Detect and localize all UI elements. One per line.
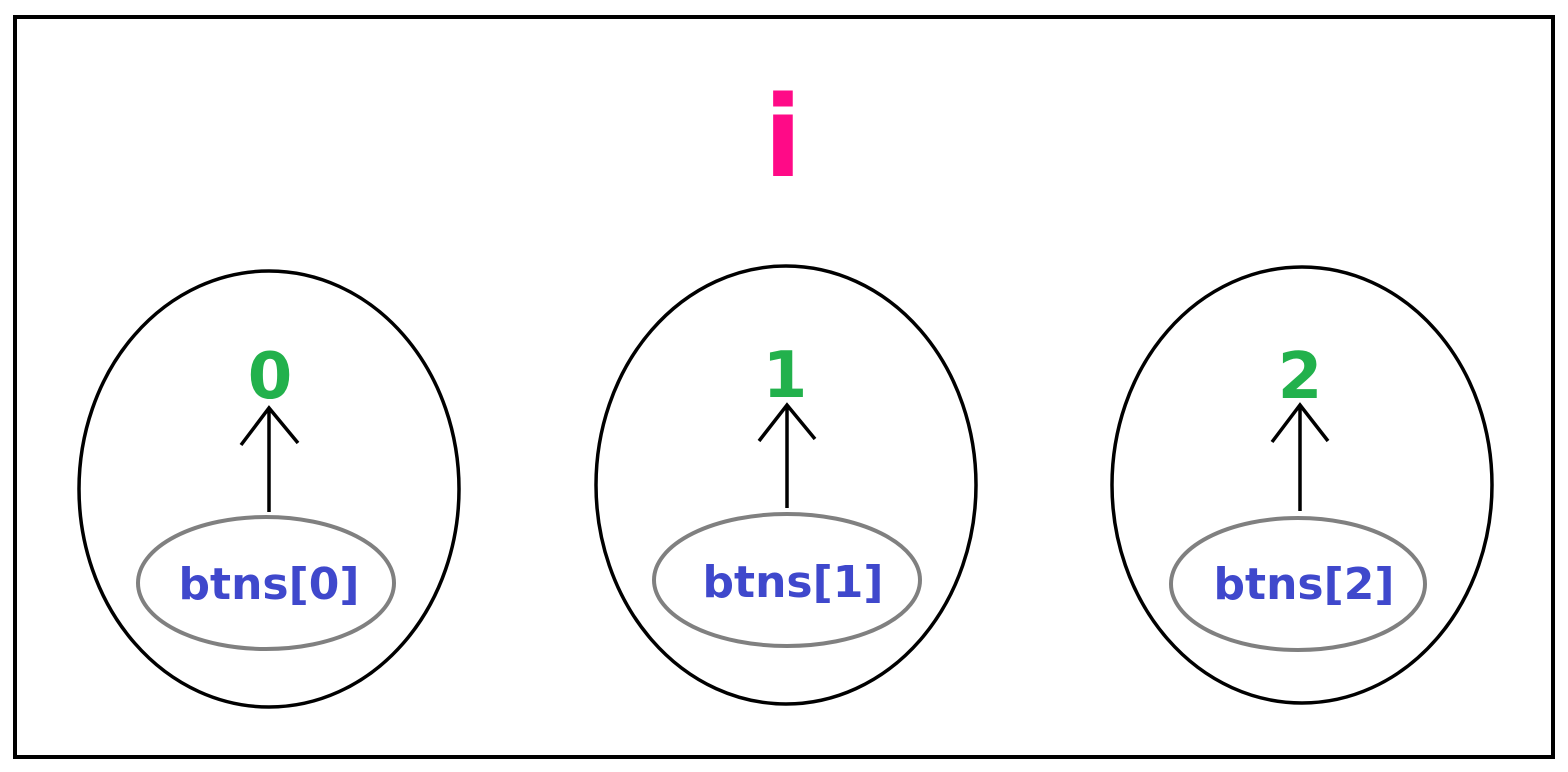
variable-i-label: i <box>764 73 802 203</box>
scope-group-0: 0 btns[0] <box>77 269 461 709</box>
scope-ellipse <box>1110 265 1494 705</box>
button-label: btns[2] <box>1214 559 1395 610</box>
button-ellipse <box>1169 516 1427 652</box>
button-label: btns[0] <box>179 559 360 610</box>
value-label: 2 <box>1278 340 1323 414</box>
value-label: 1 <box>763 339 808 413</box>
arrow-up-icon <box>1270 402 1330 511</box>
scope-ellipse <box>77 269 461 709</box>
button-ellipse <box>652 512 922 648</box>
arrow-up-icon <box>239 405 300 512</box>
button-ellipse <box>136 515 396 651</box>
scope-group-1: 1 btns[1] <box>594 264 978 706</box>
diagram-frame <box>13 15 1555 759</box>
value-label: 0 <box>248 340 293 414</box>
scope-group-2: 2 btns[2] <box>1110 265 1494 705</box>
arrow-up-icon <box>757 402 817 508</box>
button-label: btns[1] <box>703 557 884 608</box>
scope-ellipse <box>594 264 978 706</box>
